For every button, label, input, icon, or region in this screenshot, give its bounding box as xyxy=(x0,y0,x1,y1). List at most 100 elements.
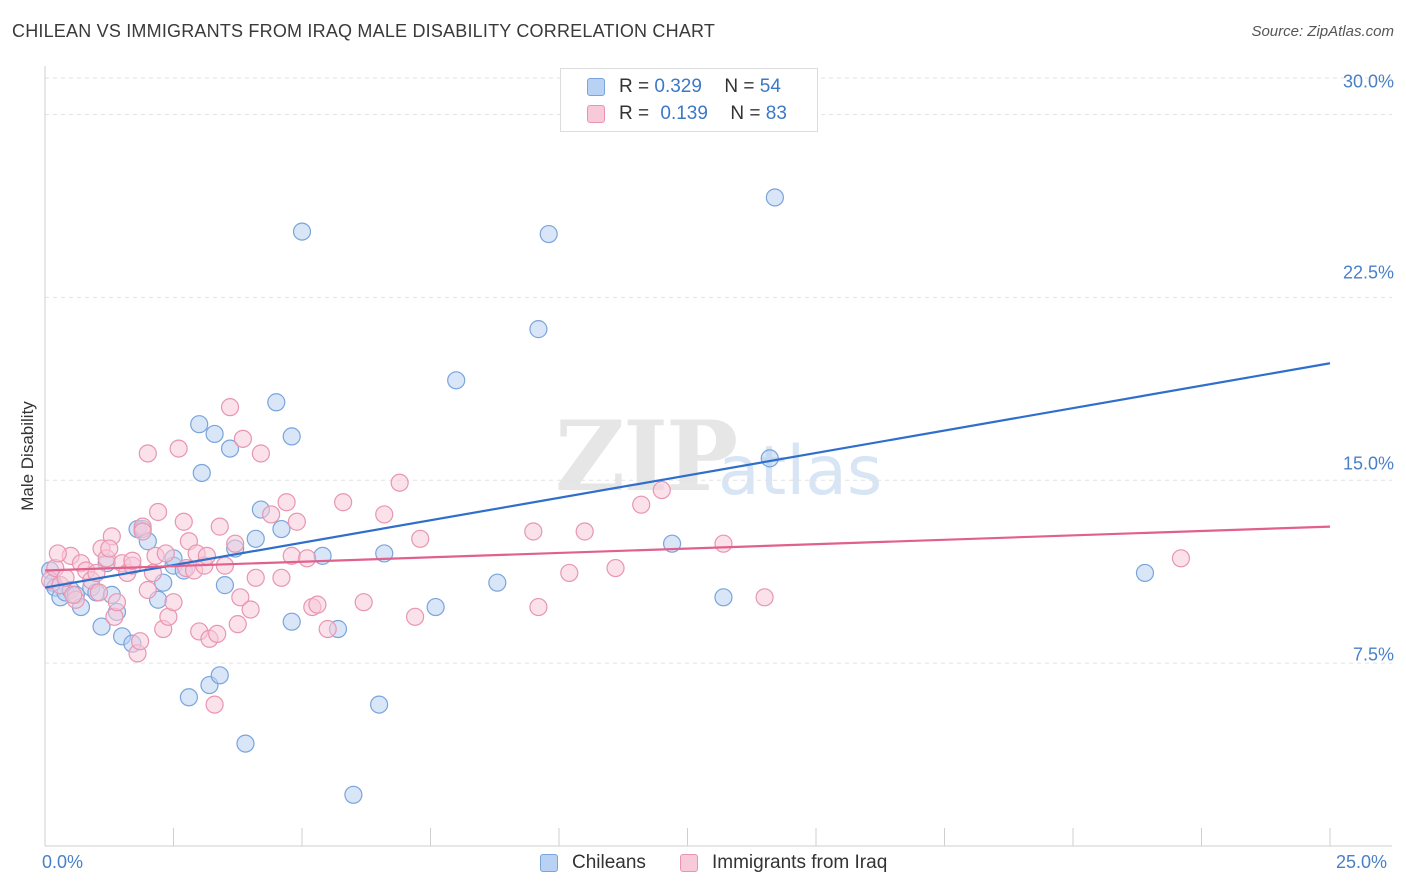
data-point-iraq xyxy=(48,544,67,563)
data-point-chileans xyxy=(210,666,229,685)
data-point-iraq xyxy=(1171,549,1191,568)
source-label: Source: ZipAtlas.com xyxy=(1251,23,1394,40)
data-point-iraq xyxy=(375,505,394,524)
legend-swatch-pink xyxy=(587,105,605,123)
data-point-iraq xyxy=(138,444,157,463)
data-point-iraq xyxy=(100,539,119,558)
data-point-iraq xyxy=(262,505,281,524)
y-tick-label: 22.5% xyxy=(1342,262,1394,283)
legend-r-label: R = xyxy=(619,76,650,97)
data-point-chileans xyxy=(236,734,255,753)
data-point-iraq xyxy=(287,512,306,531)
data-point-iraq xyxy=(226,534,245,553)
data-point-chileans xyxy=(760,449,779,468)
data-point-iraq xyxy=(524,522,543,541)
data-point-iraq xyxy=(148,502,168,522)
data-point-iraq xyxy=(354,593,373,612)
y-tick-label: 15.0% xyxy=(1342,453,1394,474)
data-point-iraq xyxy=(130,632,150,651)
data-point-iraq xyxy=(123,551,142,570)
data-point-chileans xyxy=(292,222,312,241)
data-point-chileans xyxy=(215,576,234,595)
data-point-iraq xyxy=(714,534,733,553)
legend-n-value: 83 xyxy=(765,103,787,124)
x-tick-label: 25.0% xyxy=(1336,852,1388,872)
data-point-iraq xyxy=(308,595,327,614)
data-point-iraq xyxy=(529,597,548,617)
trend-line-iraq xyxy=(44,525,1331,572)
data-point-chileans xyxy=(1135,563,1155,583)
data-point-chileans xyxy=(426,597,445,617)
bottom-legend-iraq: Immigrants from Iraq xyxy=(680,852,887,874)
data-point-chileans xyxy=(488,573,507,592)
data-point-iraq xyxy=(334,493,353,512)
data-point-iraq xyxy=(138,580,157,600)
data-point-iraq xyxy=(208,624,227,643)
data-point-iraq xyxy=(156,544,175,563)
y-tick-label: 30.0% xyxy=(1342,71,1394,92)
data-point-iraq xyxy=(220,398,240,417)
bottom-legend-chileans: Chileans xyxy=(540,852,646,874)
data-point-chileans xyxy=(179,688,199,707)
y-axis-label: Male Disability xyxy=(18,401,37,511)
data-point-iraq xyxy=(233,429,252,448)
legend-row-chileans: R = 0.329 N = 54 xyxy=(587,75,781,99)
data-point-chileans xyxy=(344,785,363,804)
data-point-iraq xyxy=(246,568,265,587)
data-point-iraq xyxy=(755,588,774,607)
data-point-iraq xyxy=(197,546,217,565)
data-point-iraq xyxy=(231,588,250,607)
data-point-iraq xyxy=(405,607,425,626)
data-point-iraq xyxy=(575,522,594,541)
legend-swatch-blue xyxy=(587,78,605,96)
data-point-iraq xyxy=(411,529,430,548)
legend-n-label: N = xyxy=(730,103,761,124)
data-point-iraq xyxy=(241,600,260,619)
legend-r-value: 0.329 xyxy=(654,76,702,97)
data-point-iraq xyxy=(107,593,127,612)
data-point-iraq xyxy=(89,583,109,602)
data-point-iraq xyxy=(228,615,247,634)
legend-r-label: R = xyxy=(619,103,650,124)
bottom-legend-swatch-blue xyxy=(540,854,558,872)
data-point-chileans xyxy=(190,415,209,434)
data-point-iraq xyxy=(652,480,671,500)
data-point-iraq xyxy=(298,549,317,568)
data-point-iraq xyxy=(272,568,291,587)
data-point-iraq xyxy=(251,444,270,463)
data-point-chileans xyxy=(539,224,558,244)
data-point-chileans xyxy=(272,519,291,539)
data-point-iraq xyxy=(205,695,224,714)
data-point-chileans xyxy=(246,529,265,548)
data-point-iraq xyxy=(169,439,188,458)
data-point-chileans xyxy=(282,612,301,631)
data-point-chileans xyxy=(92,617,111,636)
data-point-chileans xyxy=(529,320,548,339)
y-tick-label: 7.5% xyxy=(1352,644,1394,665)
data-point-iraq xyxy=(560,563,579,583)
data-point-chileans xyxy=(370,695,389,714)
data-point-chileans xyxy=(205,424,224,444)
bottom-legend-swatch-pink xyxy=(680,854,698,872)
data-point-chileans xyxy=(714,588,733,607)
legend-row-iraq: R = 0.139 N = 83 xyxy=(587,102,787,126)
data-point-iraq xyxy=(632,495,651,514)
data-point-iraq xyxy=(318,619,337,639)
data-point-chileans xyxy=(192,463,211,483)
data-point-iraq xyxy=(390,473,409,492)
data-point-iraq xyxy=(174,512,193,531)
legend-n-value: 54 xyxy=(759,76,781,97)
data-point-iraq xyxy=(210,517,229,536)
legend-r-value: 0.139 xyxy=(660,103,708,124)
legend-n-label: N = xyxy=(724,76,755,97)
data-point-iraq xyxy=(64,585,83,604)
trend-line-chileans xyxy=(44,362,1331,589)
data-point-iraq xyxy=(606,558,625,578)
bottom-legend-label: Immigrants from Iraq xyxy=(712,852,888,873)
legend-box: R = 0.329 N = 54 R = 0.139 N = 83 xyxy=(560,68,818,132)
data-point-chileans xyxy=(267,393,286,412)
data-point-chileans xyxy=(447,371,466,390)
bottom-legend-label: Chileans xyxy=(572,852,646,873)
data-point-chileans xyxy=(765,188,784,207)
